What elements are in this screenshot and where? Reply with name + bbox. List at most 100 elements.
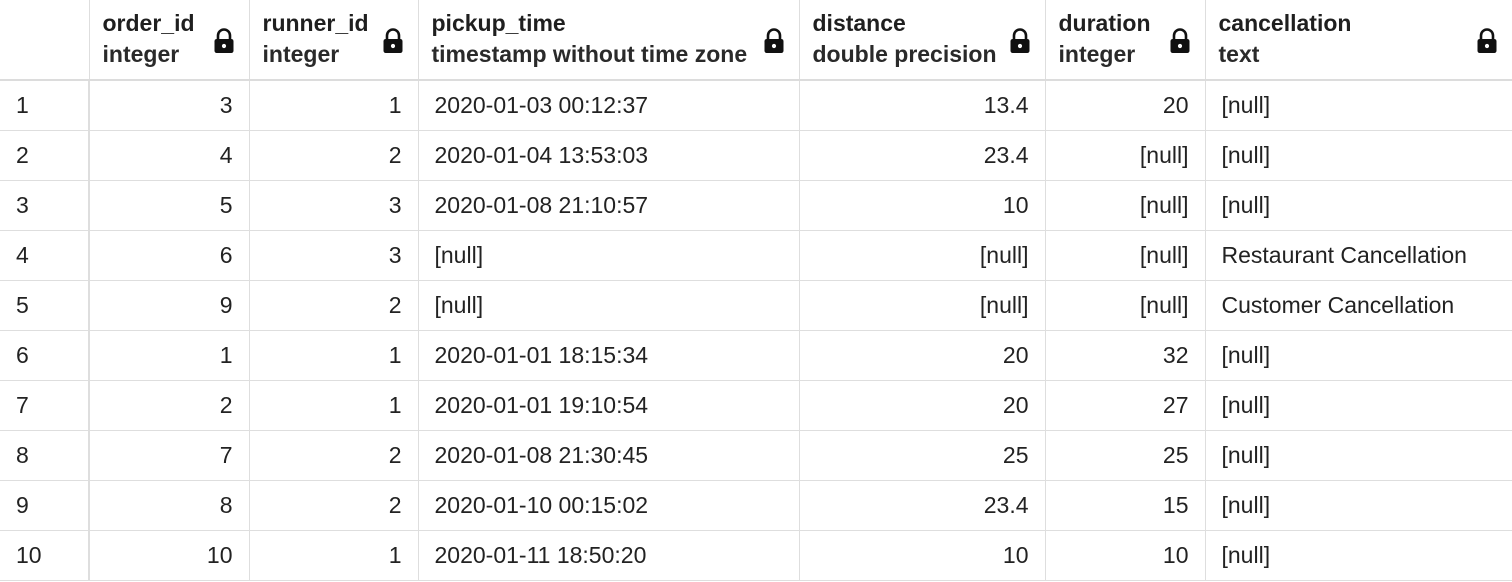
row-number[interactable]: 2 xyxy=(0,130,90,181)
table-row[interactable]: 2 4 2 2020-01-04 13:53:03 23.4 [null] [null] xyxy=(0,130,1512,181)
cell-cancellation[interactable]: [null] xyxy=(1205,380,1512,431)
cell-runner-id[interactable]: 2 xyxy=(249,480,419,531)
column-type: double precision xyxy=(812,41,997,67)
cell-distance[interactable]: [null] xyxy=(799,280,1046,331)
cell-order-id[interactable]: 1 xyxy=(89,330,250,381)
table-row[interactable]: 4 6 3 [null] [null] [null] Restaurant Cancella… xyxy=(0,230,1512,281)
cell-pickup-time[interactable]: 2020-01-11 18:50:20 xyxy=(418,530,800,581)
column-header-pickup-time[interactable]: pickup_time timestamp without time zone xyxy=(418,0,800,81)
column-header-distance[interactable]: distance double precision xyxy=(799,0,1046,81)
cell-cancellation[interactable]: [null] xyxy=(1205,480,1512,531)
cell-cancellation[interactable]: [null] xyxy=(1205,80,1512,131)
cell-distance[interactable]: [null] xyxy=(799,230,1046,281)
cell-cancellation[interactable]: [null] xyxy=(1205,530,1512,581)
cell-runner-id[interactable]: 1 xyxy=(249,530,419,581)
cell-runner-id[interactable]: 1 xyxy=(249,80,419,131)
lock-icon xyxy=(383,28,402,53)
cell-distance[interactable]: 23.4 xyxy=(799,130,1046,181)
cell-duration[interactable]: 10 xyxy=(1045,530,1206,581)
cell-pickup-time[interactable]: 2020-01-08 21:30:45 xyxy=(418,430,800,481)
cell-cancellation[interactable]: Customer Cancellation xyxy=(1205,280,1512,331)
table-row[interactable]: 8 7 2 2020-01-08 21:30:45 25 25 [null] xyxy=(0,430,1512,481)
cell-duration[interactable]: 25 xyxy=(1045,430,1206,481)
column-name: cancellation xyxy=(1218,10,1352,36)
column-type: timestamp without time zone xyxy=(431,41,748,67)
cell-duration[interactable]: [null] xyxy=(1045,130,1206,181)
cell-order-id[interactable]: 6 xyxy=(89,230,250,281)
cell-order-id[interactable]: 10 xyxy=(89,530,250,581)
table-row[interactable]: 7 2 1 2020-01-01 19:10:54 20 27 [null] xyxy=(0,380,1512,431)
cell-duration[interactable]: [null] xyxy=(1045,280,1206,331)
lock-icon xyxy=(764,28,783,53)
row-number[interactable]: 7 xyxy=(0,380,90,431)
lock-icon xyxy=(214,28,233,53)
cell-distance[interactable]: 10 xyxy=(799,530,1046,581)
cell-order-id[interactable]: 2 xyxy=(89,380,250,431)
cell-pickup-time[interactable]: 2020-01-01 19:10:54 xyxy=(418,380,800,431)
row-number[interactable]: 3 xyxy=(0,180,90,231)
cell-pickup-time[interactable]: 2020-01-04 13:53:03 xyxy=(418,130,800,181)
cell-runner-id[interactable]: 3 xyxy=(249,230,419,281)
cell-order-id[interactable]: 3 xyxy=(89,80,250,131)
table-row[interactable]: 6 1 1 2020-01-01 18:15:34 20 32 [null] xyxy=(0,330,1512,381)
cell-runner-id[interactable]: 2 xyxy=(249,280,419,331)
cell-order-id[interactable]: 4 xyxy=(89,130,250,181)
cell-distance[interactable]: 20 xyxy=(799,330,1046,381)
table-row[interactable]: 3 5 3 2020-01-08 21:10:57 10 [null] [null] xyxy=(0,180,1512,231)
cell-runner-id[interactable]: 1 xyxy=(249,380,419,431)
column-header-cancellation[interactable]: cancellation text xyxy=(1205,0,1512,81)
cell-distance[interactable]: 13.4 xyxy=(799,80,1046,131)
row-number-header[interactable] xyxy=(0,0,90,81)
header-row: order_id integer runner_id integer pickup_ti… xyxy=(0,0,1512,81)
cell-duration[interactable]: [null] xyxy=(1045,180,1206,231)
column-type: integer xyxy=(262,41,340,67)
cell-cancellation[interactable]: [null] xyxy=(1205,130,1512,181)
cell-order-id[interactable]: 5 xyxy=(89,180,250,231)
cell-cancellation[interactable]: Restaurant Cancellation xyxy=(1205,230,1512,281)
cell-duration[interactable]: 27 xyxy=(1045,380,1206,431)
cell-distance[interactable]: 20 xyxy=(799,380,1046,431)
cell-pickup-time[interactable]: [null] xyxy=(418,280,800,331)
cell-distance[interactable]: 25 xyxy=(799,430,1046,481)
column-type: integer xyxy=(1058,41,1136,67)
cell-runner-id[interactable]: 2 xyxy=(249,430,419,481)
cell-duration[interactable]: 32 xyxy=(1045,330,1206,381)
row-number[interactable]: 4 xyxy=(0,230,90,281)
table-row[interactable]: 5 9 2 [null] [null] [null] Customer Cancellati… xyxy=(0,280,1512,331)
cell-distance[interactable]: 10 xyxy=(799,180,1046,231)
row-number[interactable]: 5 xyxy=(0,280,90,331)
cell-cancellation[interactable]: [null] xyxy=(1205,330,1512,381)
cell-pickup-time[interactable]: [null] xyxy=(418,230,800,281)
cell-runner-id[interactable]: 2 xyxy=(249,130,419,181)
cell-order-id[interactable]: 8 xyxy=(89,480,250,531)
cell-cancellation[interactable]: [null] xyxy=(1205,180,1512,231)
cell-pickup-time[interactable]: 2020-01-01 18:15:34 xyxy=(418,330,800,381)
table-row[interactable]: 10 10 1 2020-01-11 18:50:20 10 10 [null] xyxy=(0,530,1512,581)
cell-runner-id[interactable]: 3 xyxy=(249,180,419,231)
lock-icon xyxy=(1477,28,1497,53)
row-number[interactable]: 10 xyxy=(0,530,90,581)
column-header-runner-id[interactable]: runner_id integer xyxy=(249,0,419,81)
cell-order-id[interactable]: 7 xyxy=(89,430,250,481)
cell-distance[interactable]: 23.4 xyxy=(799,480,1046,531)
column-name: duration xyxy=(1058,10,1151,36)
row-number[interactable]: 8 xyxy=(0,430,90,481)
cell-pickup-time[interactable]: 2020-01-03 00:12:37 xyxy=(418,80,800,131)
column-header-duration[interactable]: duration integer xyxy=(1045,0,1206,81)
cell-duration[interactable]: 15 xyxy=(1045,480,1206,531)
table-row[interactable]: 9 8 2 2020-01-10 00:15:02 23.4 15 [null] xyxy=(0,480,1512,531)
cell-pickup-time[interactable]: 2020-01-08 21:10:57 xyxy=(418,180,800,231)
column-header-order-id[interactable]: order_id integer xyxy=(89,0,250,81)
cell-order-id[interactable]: 9 xyxy=(89,280,250,331)
column-type: integer xyxy=(102,41,180,67)
row-number[interactable]: 1 xyxy=(0,80,90,131)
column-name: distance xyxy=(812,10,906,36)
cell-pickup-time[interactable]: 2020-01-10 00:15:02 xyxy=(418,480,800,531)
cell-duration[interactable]: 20 xyxy=(1045,80,1206,131)
row-number[interactable]: 9 xyxy=(0,480,90,531)
cell-cancellation[interactable]: [null] xyxy=(1205,430,1512,481)
row-number[interactable]: 6 xyxy=(0,330,90,381)
cell-runner-id[interactable]: 1 xyxy=(249,330,419,381)
table-row[interactable]: 1 3 1 2020-01-03 00:12:37 13.4 20 [null] xyxy=(0,80,1512,131)
cell-duration[interactable]: [null] xyxy=(1045,230,1206,281)
